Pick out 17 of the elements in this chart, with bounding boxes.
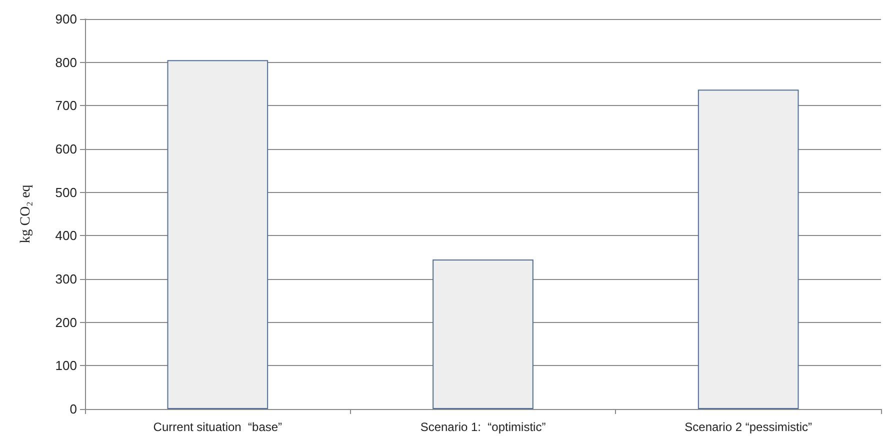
y-axis-title: kg CO₂ eq: [18, 184, 34, 244]
y-tick-label: 0: [70, 402, 77, 416]
y-tick-label: 600: [55, 142, 77, 156]
bar: [698, 90, 799, 409]
y-tick-label: 800: [55, 54, 77, 70]
x-tick-label: Scenario 2 “pessimistic”: [684, 420, 812, 434]
y-tick-label: 300: [55, 272, 77, 286]
bar: [167, 60, 268, 409]
y-tick-label: 500: [55, 184, 77, 200]
y-tick-label: 200: [55, 314, 77, 330]
x-tick-label: Current situation “base”: [153, 420, 282, 434]
y-tick-label: 900: [55, 12, 77, 26]
y-tick-label: 400: [55, 228, 77, 244]
bar: [432, 260, 534, 409]
x-tick-label: Scenario 1: “optimistic”: [420, 420, 546, 434]
y-tick-label: 100: [55, 358, 77, 374]
y-tick-label: 700: [55, 98, 77, 114]
